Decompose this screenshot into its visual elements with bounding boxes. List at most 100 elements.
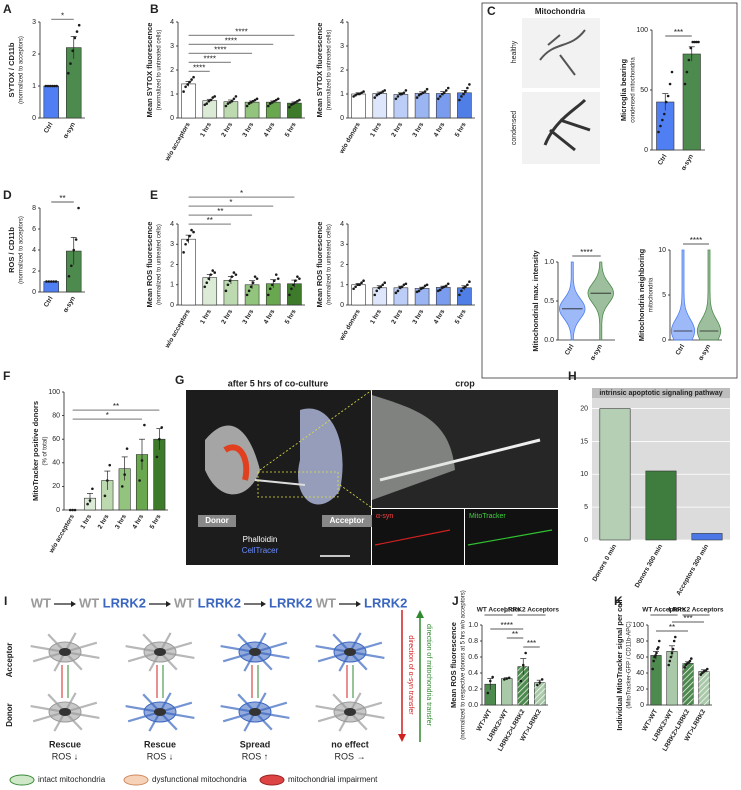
- x-tick-label: 3 hrs: [411, 308, 425, 325]
- data-point: [232, 271, 236, 274]
- x-tick-label: α-syn: [589, 343, 604, 362]
- data-point: [377, 92, 381, 96]
- panel-label: E: [150, 188, 158, 202]
- y-tick-label: 60: [636, 654, 644, 661]
- data-point: [251, 281, 255, 285]
- outcome-label: Rescue: [49, 739, 81, 749]
- data-point: [245, 293, 249, 297]
- bar-hatch: [517, 666, 529, 705]
- image-label: condensed: [511, 111, 518, 145]
- x-tick-label: w/o acceptors: [164, 121, 192, 163]
- x-tick-label: α-syn: [62, 295, 77, 314]
- arrow-head: [416, 610, 424, 618]
- panel-label: K: [614, 594, 623, 608]
- y-tick-label: 20: [636, 686, 644, 693]
- data-point: [464, 90, 467, 93]
- significance-label: **: [669, 623, 675, 632]
- cell-shape: [372, 395, 455, 500]
- y-tick-label: 6: [32, 226, 36, 233]
- y-tick-label: 1: [340, 282, 344, 289]
- y-tick-label: 1.0: [544, 259, 554, 266]
- data-point: [668, 659, 672, 663]
- y-tick-label: 2: [340, 261, 344, 268]
- header-arrow-head: [166, 601, 171, 607]
- data-point: [288, 293, 291, 297]
- y-tick-label: 0: [584, 537, 588, 544]
- x-tick-label: 1 hrs: [369, 308, 383, 325]
- y-tick-label: 3: [340, 241, 344, 248]
- data-point: [46, 84, 50, 88]
- x-tick-label: 3 hrs: [114, 513, 128, 530]
- bar: [457, 92, 472, 119]
- significance-label: ****: [225, 36, 237, 45]
- genotype-label: WT: [79, 595, 99, 610]
- y-axis-sublabel: (normalized to untreated cells): [327, 224, 333, 305]
- data-point: [394, 291, 398, 295]
- y-tick-label: 0: [56, 507, 60, 514]
- violin: [670, 249, 696, 341]
- y-axis-label: Microglia bearing: [619, 59, 628, 122]
- genotype-label: LRRK2: [364, 595, 407, 610]
- channel-signal: [374, 529, 451, 546]
- data-point: [230, 99, 234, 103]
- nucleus: [344, 648, 356, 656]
- data-point: [458, 98, 461, 102]
- arrow-label: direction of α-syn transfer: [407, 635, 414, 715]
- panel-label: F: [3, 369, 10, 383]
- data-point: [657, 130, 660, 134]
- data-point: [381, 90, 385, 93]
- data-point: [362, 90, 365, 93]
- arrow-head: [398, 734, 406, 742]
- data-point: [667, 663, 671, 667]
- ros-label: ROS ↓: [52, 751, 79, 761]
- cell-shape: [543, 98, 591, 152]
- data-point: [419, 92, 423, 96]
- row-label: Donor: [5, 703, 14, 727]
- data-point: [358, 92, 361, 96]
- data-point: [228, 279, 232, 283]
- legend-label: mitochondrial impairment: [288, 775, 378, 784]
- y-tick-label: 0.2: [468, 686, 478, 693]
- data-point: [274, 98, 278, 102]
- x-tick-label: 1 hrs: [79, 513, 93, 530]
- y-axis-sublabel: (normalized to untreated cells): [157, 30, 163, 111]
- data-point: [108, 463, 112, 467]
- data-point: [417, 93, 421, 97]
- data-point: [272, 279, 276, 283]
- significance-label: ****: [214, 45, 226, 54]
- data-point: [255, 97, 259, 101]
- x-tick-label: Ctrl: [564, 343, 576, 356]
- significance-label: ***: [527, 639, 536, 648]
- y-tick-label: 1: [32, 83, 36, 90]
- y-tick-label: 1: [340, 91, 344, 98]
- data-point: [466, 86, 469, 90]
- data-point: [266, 104, 270, 108]
- data-point: [695, 40, 698, 44]
- y-tick-label: 1: [170, 282, 174, 289]
- cell-shape: [539, 29, 586, 76]
- data-point: [69, 62, 72, 65]
- data-point: [290, 103, 293, 107]
- data-point: [77, 23, 81, 27]
- legend-label: intact mitochondria: [38, 775, 106, 784]
- cell-shape: [298, 408, 343, 505]
- y-axis-label: MitoTracker positive donors: [31, 401, 40, 501]
- data-point: [396, 95, 400, 98]
- data-point: [651, 667, 655, 671]
- outcome-label: no effect: [331, 739, 369, 749]
- data-point: [182, 251, 185, 254]
- nucleus: [249, 708, 261, 716]
- data-point: [123, 473, 126, 476]
- bar: [244, 101, 260, 119]
- data-point: [224, 104, 228, 108]
- significance-label: **: [217, 207, 223, 216]
- y-tick-label: 3: [170, 241, 174, 248]
- data-point: [77, 206, 80, 210]
- data-point: [73, 36, 77, 40]
- data-point: [673, 635, 677, 639]
- data-point: [47, 280, 51, 283]
- y-axis-sublabel: condensed mitochondria: [631, 57, 637, 123]
- label-box: [322, 515, 372, 527]
- header-arrow-head: [356, 601, 361, 607]
- legend-icon: [259, 774, 285, 786]
